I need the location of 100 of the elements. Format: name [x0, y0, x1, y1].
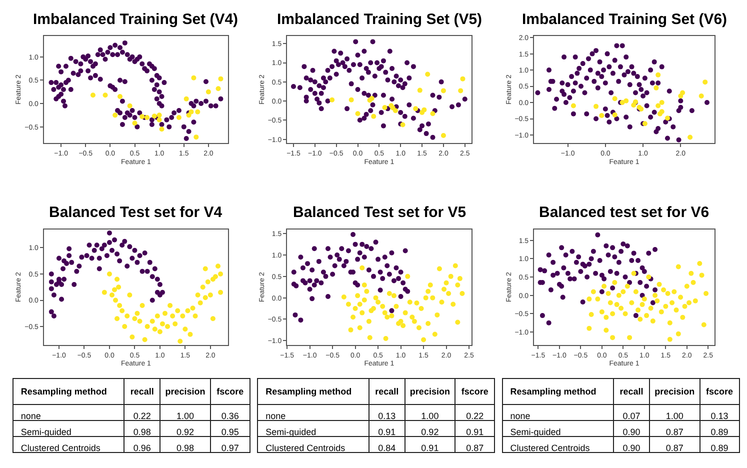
point	[206, 89, 211, 94]
point	[678, 294, 684, 300]
point	[200, 284, 206, 290]
point	[122, 238, 128, 244]
point	[106, 230, 112, 236]
point	[366, 318, 372, 324]
point	[159, 126, 164, 132]
category-label: fscore	[216, 386, 244, 396]
point	[188, 109, 194, 114]
point	[692, 298, 698, 304]
point	[198, 300, 203, 306]
point	[74, 268, 80, 274]
point	[355, 111, 360, 116]
point	[442, 286, 447, 292]
text: 0.91	[421, 443, 439, 454]
point	[680, 314, 686, 320]
point	[414, 300, 420, 306]
point	[455, 320, 460, 325]
point	[373, 295, 378, 300]
point	[610, 311, 616, 316]
category-label: Clustered Centroids	[510, 443, 590, 454]
point	[440, 132, 446, 138]
point	[570, 103, 576, 108]
point	[652, 292, 658, 298]
point	[140, 303, 145, 308]
category-label: precision	[165, 386, 206, 396]
point	[216, 264, 220, 269]
point	[118, 94, 123, 100]
category-label: none	[266, 411, 286, 422]
point	[426, 288, 431, 294]
point	[672, 289, 677, 294]
point	[407, 300, 412, 305]
point	[51, 314, 56, 319]
point	[620, 289, 626, 294]
point	[392, 108, 398, 114]
point	[654, 298, 660, 304]
point	[398, 318, 404, 324]
text: 0.22	[133, 411, 151, 422]
point	[448, 274, 454, 279]
point	[436, 266, 442, 272]
point	[688, 270, 694, 276]
point	[648, 306, 654, 311]
point	[89, 256, 94, 261]
point	[362, 297, 367, 302]
point	[446, 291, 452, 296]
point	[124, 314, 130, 319]
point	[162, 310, 168, 316]
point	[117, 258, 122, 264]
point	[144, 115, 150, 120]
point	[376, 300, 381, 305]
point	[654, 85, 659, 90]
point	[130, 334, 135, 340]
category-label: none	[510, 411, 530, 422]
point	[137, 318, 142, 324]
category-label: recall	[620, 386, 644, 396]
point	[175, 308, 180, 314]
point	[638, 316, 643, 322]
point	[599, 113, 604, 118]
category-label: Semi-guided	[510, 427, 561, 438]
point	[157, 329, 162, 334]
text: 1.00	[666, 411, 684, 422]
point	[72, 282, 77, 287]
point	[440, 88, 446, 94]
point	[59, 282, 64, 287]
point	[678, 94, 684, 99]
point	[192, 314, 198, 319]
point	[106, 240, 112, 245]
point	[659, 100, 664, 106]
point	[140, 114, 145, 120]
point	[218, 290, 224, 295]
point	[667, 336, 672, 342]
point	[132, 316, 138, 322]
point	[455, 282, 460, 288]
point	[90, 92, 96, 98]
point	[656, 72, 661, 78]
point	[670, 300, 675, 306]
point	[606, 291, 611, 296]
point	[79, 254, 84, 260]
point	[357, 325, 362, 330]
point	[51, 292, 56, 298]
category-label: Semi-guided	[20, 427, 72, 438]
point	[614, 302, 620, 308]
point	[661, 287, 666, 292]
point	[434, 312, 440, 318]
point	[676, 264, 681, 270]
point	[450, 302, 456, 307]
point	[640, 302, 645, 308]
point	[64, 260, 70, 266]
point	[405, 274, 410, 279]
point	[618, 306, 624, 311]
point	[144, 268, 150, 274]
point	[360, 265, 365, 270]
point	[195, 109, 200, 114]
point	[428, 282, 433, 288]
point	[417, 88, 422, 93]
category-label: precision	[654, 386, 695, 396]
point	[430, 295, 436, 300]
point	[122, 324, 128, 330]
point	[112, 237, 118, 242]
point	[371, 114, 376, 119]
